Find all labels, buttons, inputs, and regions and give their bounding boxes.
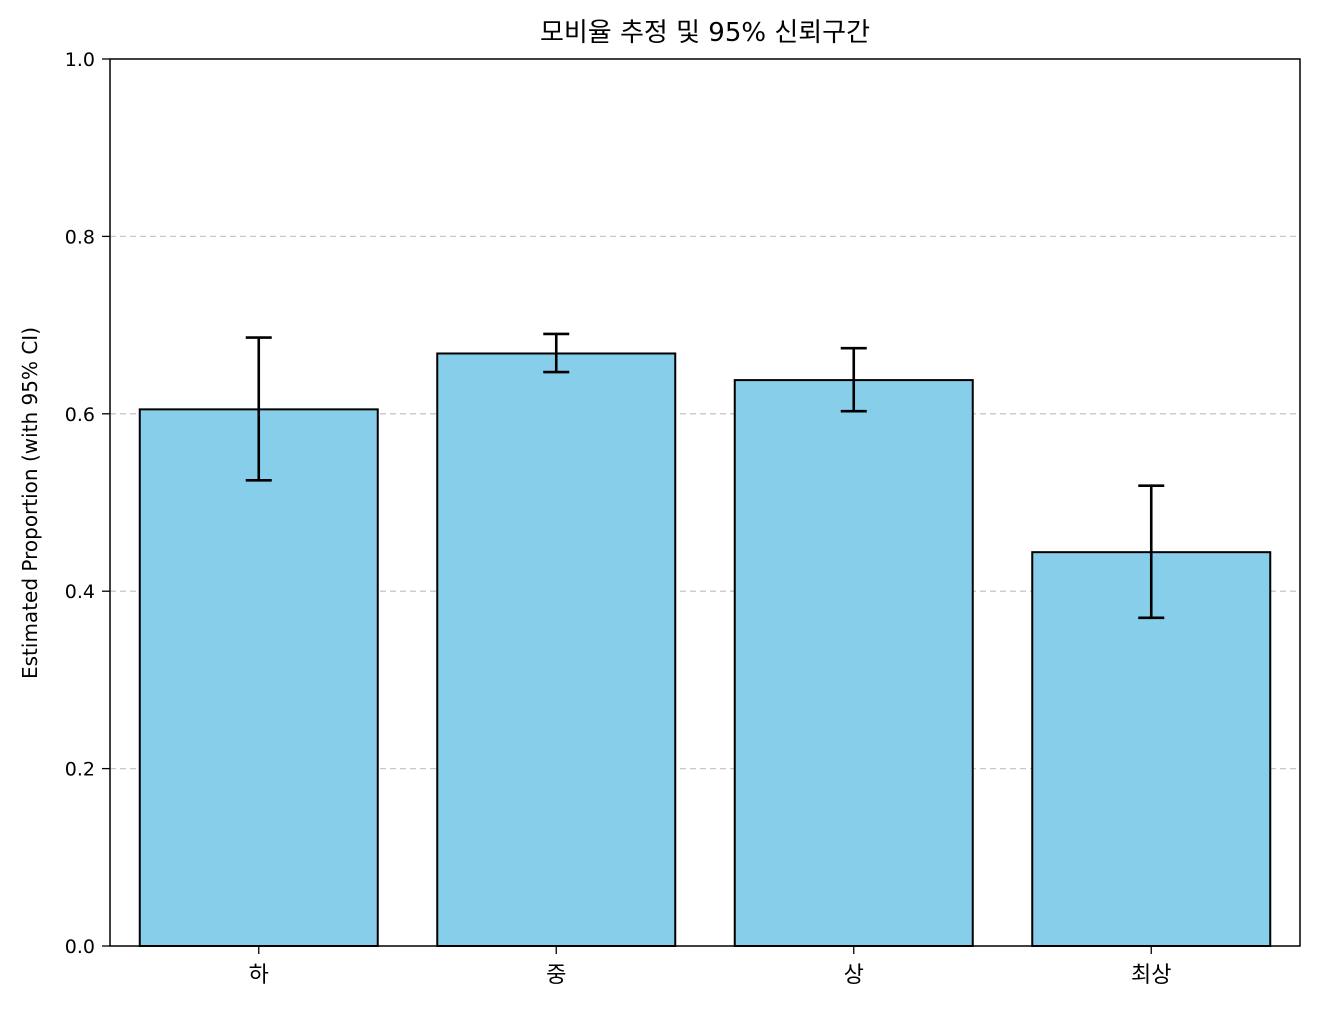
x-tick-label: 최상 [1131,963,1171,988]
y-ticks: 0.0 0.2 0.4 0.6 0.8 1.0 [65,49,110,958]
bars [138,352,1272,947]
x-tick-label: 상 [844,963,864,988]
bar-1 [138,408,379,947]
y-tick-label: 1.0 [65,49,95,71]
plot-frame [109,58,1301,947]
bar-3 [733,379,974,947]
x-tick-label: 하 [249,963,269,988]
chart-title: 모비율 추정 및 95% 신뢰구간 [540,18,870,48]
x-tick-label: 중 [546,963,566,988]
y-axis-label: Estimated Proportion (with 95% CI) [18,327,42,679]
y-tick-label: 0.0 [65,936,95,958]
y-tick-label: 0.2 [65,759,95,781]
x-ticks: 하 중 상 최상 [249,946,1171,988]
bar-2 [436,352,677,947]
error-bars [245,332,1165,620]
y-tick-label: 0.4 [65,581,95,603]
y-tick-label: 0.6 [65,404,95,426]
y-tick-label: 0.8 [65,226,95,248]
